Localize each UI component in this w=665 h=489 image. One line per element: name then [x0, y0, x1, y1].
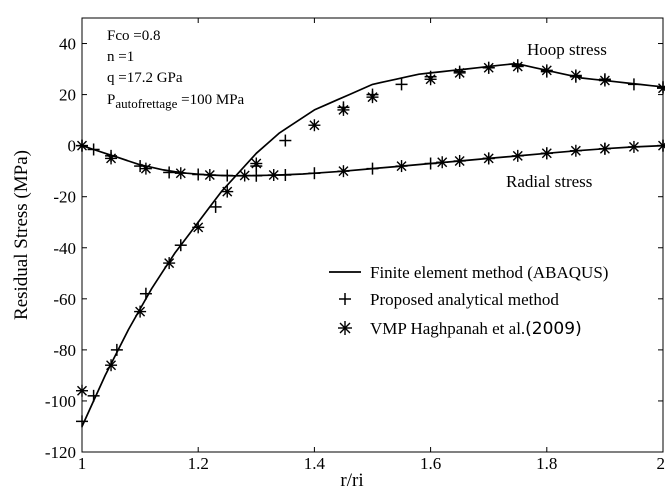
vmp-hoop-point: [511, 60, 524, 73]
vmp-radial-point: [76, 139, 88, 152]
param-q: q =17.2 GPa: [107, 70, 183, 86]
vmp-hoop-point: [424, 73, 437, 86]
y-axis-ticks: 40 20 0 -20 -40 -60 -80 -100 -120: [45, 35, 663, 462]
analytical-radial-point: [192, 168, 205, 181]
y-tick-label: -40: [53, 239, 76, 258]
analytical-radial-point: [221, 169, 234, 182]
analytical-radial-point: [308, 167, 321, 180]
vmp-radial-point: [395, 160, 408, 173]
vmp-hoop-point: [598, 74, 611, 87]
x-axis-ticks: 1 1.2 1.4 1.6 1.8 2: [78, 18, 665, 473]
analytical-hoop-point: [110, 343, 123, 356]
vmp-radial-point: [453, 154, 466, 167]
vmp-hoop-point: [337, 103, 350, 116]
vmp-radial-point: [482, 152, 495, 165]
analytical-hoop-point: [395, 78, 408, 91]
vmp-radial-point: [436, 156, 449, 169]
y-tick-label: -100: [45, 392, 76, 411]
vmp-hoop-point: [76, 384, 88, 397]
analytical-hoop-point: [174, 239, 187, 252]
vmp-radial-point: [174, 167, 187, 180]
param-n: n =1: [107, 49, 134, 65]
analytical-hoop-point: [279, 134, 292, 147]
y-tick-label: -120: [45, 443, 76, 462]
legend: Finite element method (ABAQUS) Proposed …: [329, 263, 608, 339]
vmp-hoop-point: [105, 359, 118, 372]
analytical-radial-point: [424, 157, 437, 170]
series-layer: [76, 59, 665, 428]
radial-stress-annotation: Radial stress: [506, 172, 592, 191]
param-pressure-symbol: P: [107, 92, 115, 108]
y-tick-label: 20: [59, 86, 76, 105]
x-tick-label: 1.4: [304, 454, 326, 473]
param-pressure: Pautofrettage =100 MPa: [107, 92, 245, 111]
vmp-radial-point: [569, 144, 582, 157]
vmp-radial-point: [598, 142, 611, 155]
y-tick-label: -80: [53, 341, 76, 360]
vmp-radial-point: [238, 169, 251, 182]
parameter-box: Fco =0.8 n =1 q =17.2 GPa Pautofrettage …: [107, 28, 245, 111]
legend-analytical-marker: [339, 293, 351, 305]
vmp-hoop-point: [250, 157, 263, 170]
vmp-hoop-point: [366, 91, 379, 104]
x-tick-label: 1: [78, 454, 87, 473]
legend-vmp-label: VMP Haghpanah et al.(2009): [370, 319, 582, 339]
y-axis-label: Residual Stress (MPa): [11, 150, 32, 320]
vmp-hoop-point: [482, 61, 495, 74]
legend-vmp-year: (2009): [525, 319, 582, 339]
vmp-radial-point: [139, 162, 152, 175]
analytical-hoop-point: [87, 389, 100, 402]
x-tick-label: 1.2: [188, 454, 209, 473]
vmp-radial-point: [203, 169, 216, 182]
vmp-radial-point: [627, 140, 640, 153]
y-tick-label: -60: [53, 290, 76, 309]
analytical-hoop-point: [139, 287, 152, 300]
analytical-hoop-point: [627, 78, 640, 91]
vmp-hoop-point: [453, 66, 466, 79]
analytical-radial-point: [163, 166, 176, 179]
x-tick-label: 1.6: [420, 454, 441, 473]
y-tick-label: 0: [68, 137, 77, 156]
vmp-hoop-point: [657, 82, 665, 95]
vmp-hoop-point: [192, 221, 205, 234]
analytical-hoop-point: [209, 200, 222, 213]
vmp-hoop-point: [163, 257, 176, 270]
vmp-radial-point: [337, 165, 350, 178]
y-tick-label: 40: [59, 35, 76, 54]
param-pressure-subscript: autofrettage: [115, 96, 177, 111]
analytical-radial-point: [366, 162, 379, 175]
vmp-hoop-point: [308, 119, 321, 132]
legend-vmp-name: VMP Haghpanah et al.: [370, 319, 525, 338]
vmp-radial-point: [540, 147, 553, 160]
y-tick-label: -20: [53, 188, 76, 207]
vmp-radial-point: [105, 152, 118, 165]
hoop-stress-annotation: Hoop stress: [527, 40, 607, 59]
x-tick-label: 2: [657, 454, 665, 473]
vmp-hoop-point: [540, 64, 553, 77]
vmp-radial-point: [267, 169, 280, 182]
legend-vmp-marker: [338, 321, 352, 335]
param-fco: Fco =0.8: [107, 28, 160, 44]
analytical-hoop-point: [76, 415, 88, 428]
vmp-hoop-point: [221, 185, 234, 198]
vmp-hoop-point: [134, 305, 147, 318]
legend-analytical-label: Proposed analytical method: [370, 290, 559, 309]
param-pressure-value: =100 MPa: [177, 92, 244, 108]
x-tick-label: 1.8: [536, 454, 557, 473]
vmp-hoop-point: [569, 69, 582, 82]
x-axis-label: r/ri: [340, 470, 363, 489]
analytical-radial-point: [87, 143, 100, 156]
vmp-radial-point: [511, 149, 524, 162]
analytical-radial-point: [250, 169, 263, 182]
legend-fem-label: Finite element method (ABAQUS): [370, 263, 608, 282]
vmp-radial-point: [657, 139, 665, 152]
analytical-radial-point: [279, 169, 292, 182]
